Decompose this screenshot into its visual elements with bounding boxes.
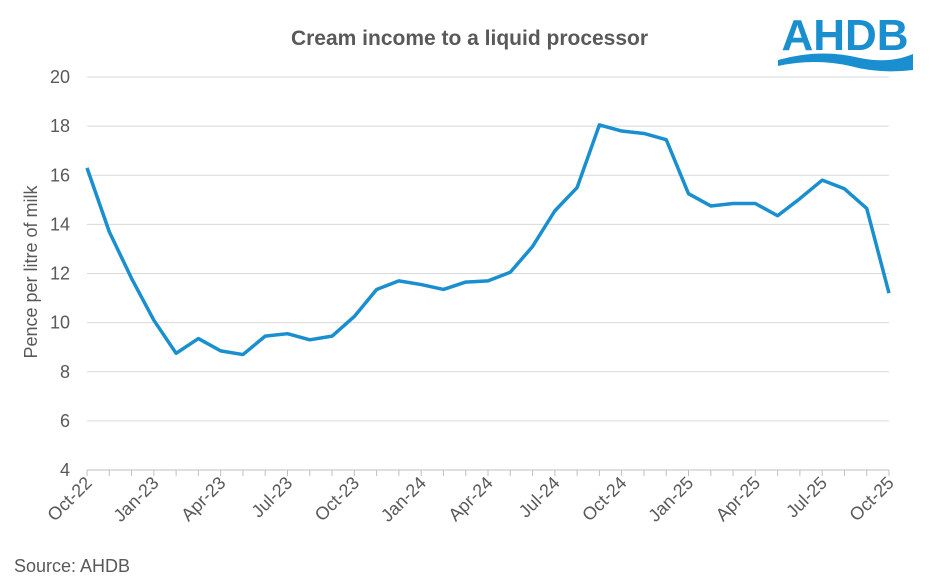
y-tick-label: 18 [50, 116, 70, 136]
y-axis-label: Pence per litre of milk [21, 184, 41, 358]
x-tick-label: Jan-24 [377, 473, 430, 526]
y-tick-label: 6 [60, 411, 70, 431]
y-tick-label: 16 [50, 165, 70, 185]
chart-title: Cream income to a liquid processor [290, 27, 649, 50]
y-tick-label: 12 [50, 264, 70, 284]
x-tick-label: Jul-25 [782, 473, 831, 522]
source-note: Source: AHDB [14, 556, 131, 576]
ahdb-logo: AHDB [778, 11, 913, 72]
svg-text:AHDB: AHDB [781, 11, 908, 60]
x-tick-label: Jul-23 [248, 473, 297, 522]
y-tick-label: 4 [60, 460, 70, 480]
x-tick-label: Apr-25 [712, 473, 764, 525]
x-tick-label: Jan-25 [644, 473, 697, 526]
y-tick-label: 10 [50, 313, 70, 333]
series-line [85, 123, 891, 357]
x-tick-label: Oct-22 [43, 473, 95, 525]
x-tick-label: Jul-24 [515, 473, 564, 522]
y-tick-label: 14 [50, 214, 70, 234]
x-tick-label: Jan-23 [110, 473, 163, 526]
x-tick-label: Apr-24 [444, 473, 496, 525]
x-tick-label: Apr-23 [177, 473, 229, 525]
x-tick-label: Oct-25 [845, 473, 897, 525]
y-tick-label: 20 [50, 67, 70, 87]
x-tick-label: Oct-24 [578, 473, 630, 525]
y-tick-label: 8 [60, 362, 70, 382]
x-tick-label: Oct-23 [311, 473, 363, 525]
